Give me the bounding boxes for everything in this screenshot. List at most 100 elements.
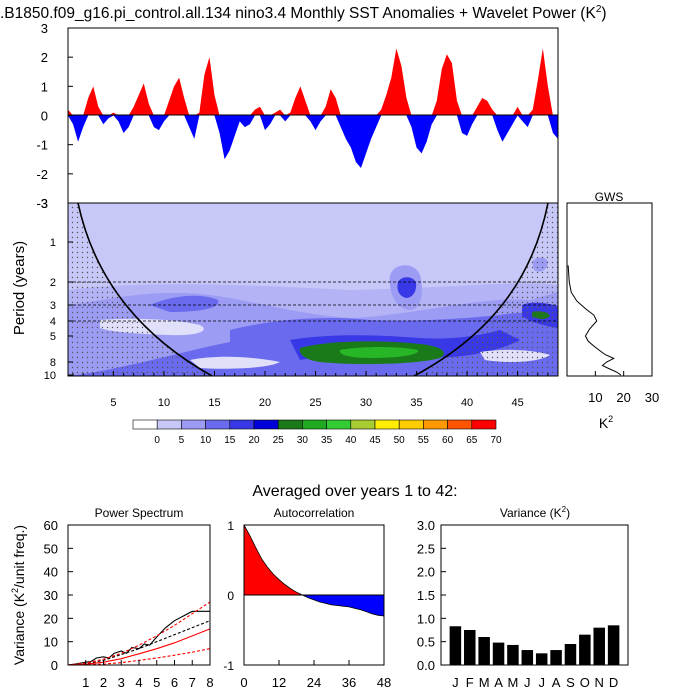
- power-spectrum-x-tick-label: 5: [153, 675, 160, 690]
- variance-y-tick-label: 3.0: [417, 518, 435, 533]
- colorbar-tick-label: 45: [369, 435, 381, 446]
- anomaly-negative-area: [68, 115, 558, 168]
- cone-of-influence-left: [68, 203, 212, 376]
- wavelet-blob-mid-core: [397, 277, 417, 298]
- autocorrelation-x-tick-label: 48: [377, 675, 391, 690]
- autocorrelation-positive-area: [244, 525, 384, 595]
- variance-x-tick-label: M: [479, 675, 490, 690]
- wavelet-level-6: [339, 347, 419, 358]
- variance-bar: [535, 653, 548, 665]
- colorbar-swatch: [447, 419, 473, 430]
- variance-bar: [449, 626, 462, 665]
- colorbar-swatch: [302, 419, 327, 430]
- colorbar-swatch: [205, 419, 231, 430]
- autocorrelation-title: Autocorrelation: [274, 506, 355, 520]
- colorbar-swatch: [423, 419, 448, 430]
- variance-x-tick-label: S: [566, 675, 575, 690]
- colorbar-tick-label: 5: [179, 435, 185, 446]
- wavelet-blob-upper: [150, 295, 219, 312]
- wavelet-y-tick-label: 5: [50, 331, 56, 343]
- colorbar-tick-label: 65: [466, 435, 478, 446]
- averaged-subtitle: Averaged over years 1 to 42:: [252, 483, 457, 500]
- autocorrelation-y-tick-label: 0: [227, 589, 234, 603]
- variance-bar: [579, 634, 591, 665]
- autocorrelation-x-tick-label: 0: [240, 675, 247, 690]
- variance-y-tick-label: 2.5: [417, 541, 435, 556]
- colorbar-swatch: [471, 419, 497, 430]
- autocorrelation-x-tick-label: 24: [307, 675, 321, 690]
- anomaly-y-tick-label: -1: [36, 138, 48, 153]
- power-spectrum-x-tick-label: 2: [100, 675, 107, 690]
- power-spectrum-panel: Power Spectrum 0 10 20 30 40 50 60 1 2 3 4 5 6 7 8 Var…: [10, 506, 214, 690]
- colorbar-tick-label: 70: [490, 435, 502, 446]
- colorbar-tick-label: 10: [200, 435, 212, 446]
- colorbar-tick-label: 55: [418, 435, 430, 446]
- variance-y-tick-label: 0.0: [417, 658, 435, 673]
- variance-panel: Variance (K2) 0.00.51.01.52.02.53.0J F M A M…: [417, 505, 629, 690]
- anomaly-y-tick-label: 1: [41, 79, 48, 94]
- colorbar-tick-label: 50: [394, 435, 406, 446]
- power-spectrum-y-axis-label: Variance (K2/unit freq.): [10, 525, 27, 665]
- cone-of-influence-left-line: [77, 203, 213, 376]
- cone-of-influence-right: [414, 203, 558, 376]
- wavelet-x-tick-label: 40: [461, 397, 473, 409]
- gws-title: GWS: [595, 190, 624, 204]
- anomaly-positive-area: [68, 48, 558, 116]
- wavelet-y-tick-label: 10: [44, 370, 56, 382]
- power-spectrum-x-tick-label: 1: [82, 675, 89, 690]
- power-spectrum-x-tick-label: 4: [135, 675, 142, 690]
- variance-x-tick-label: J: [452, 675, 459, 690]
- autocorrelation-x-tick-label: 36: [342, 675, 356, 690]
- wavelet-x-tick-label: 10: [158, 397, 170, 409]
- wavelet-x-tick-label: 25: [309, 397, 321, 409]
- gws-line: [567, 265, 622, 376]
- wavelet-x-tick-label: 5: [110, 397, 116, 409]
- gws-panel: GWS 10 20 30 K2: [566, 190, 659, 431]
- anomaly-y-tick-label: 0: [41, 109, 48, 124]
- colorbar-swatch: [374, 419, 400, 430]
- anomaly-y-tick-label: 3: [41, 21, 48, 36]
- colorbar-swatch: [398, 419, 424, 430]
- colorbar-swatch: [326, 419, 352, 430]
- colorbar-swatch: [156, 419, 182, 430]
- wavelet-x-tick-label: 15: [208, 397, 220, 409]
- anomaly-y-tick-label: -2: [36, 167, 48, 182]
- power-spectrum-y-tick-label: 50: [44, 541, 58, 556]
- power-spectrum-y-tick-label: 60: [44, 518, 58, 533]
- power-spectrum-y-tick-label: 10: [44, 635, 58, 650]
- colorbar-swatch: [350, 419, 376, 430]
- gws-x-tick-label: 10: [588, 390, 602, 405]
- colorbar-swatch: [277, 419, 303, 430]
- power-spectrum-series-line: [67, 610, 210, 666]
- colorbar-tick-label: 35: [321, 435, 333, 446]
- power-spectrum-x-tick-label: 7: [189, 675, 196, 690]
- wavelet-light-lower-left: [190, 356, 280, 369]
- variance-bar: [464, 630, 476, 665]
- wavelet-y-tick-label: 3: [50, 300, 56, 312]
- wavelet-x-tick-label: 20: [259, 397, 271, 409]
- colorbar-tick-label: 40: [345, 435, 357, 446]
- colorbar-tick-label: 60: [442, 435, 454, 446]
- gws-x-axis-label: K2: [599, 414, 613, 431]
- wavelet-top-boundary-label: -3: [36, 196, 48, 211]
- autocorrelation-x-tick-label: 12: [272, 675, 286, 690]
- colorbar-tick-label: 20: [248, 435, 260, 446]
- power-spectrum-series-line: [67, 601, 211, 666]
- colorbar-tick-label: 30: [297, 435, 309, 446]
- main-title: .B1850.f09_g16.pi_control.all.134 nino3.…: [0, 4, 607, 22]
- power-spectrum-x-tick-label: 6: [171, 675, 178, 690]
- colorbar-swatch: [132, 419, 158, 430]
- variance-y-tick-label: 2.0: [417, 565, 435, 580]
- gws-x-tick-label: 20: [616, 390, 630, 405]
- autocorrelation-y-tick-label: -1: [223, 659, 234, 673]
- variance-y-tick-label: 0.5: [417, 635, 435, 650]
- variance-y-tick-label: 1.5: [417, 588, 435, 603]
- power-spectrum-frame: [67, 524, 211, 666]
- gws-x-tick-label: 30: [645, 390, 659, 405]
- autocorrelation-negative-area: [244, 595, 384, 616]
- power-spectrum-series-line: [67, 628, 211, 666]
- variance-y-tick-label: 1.0: [417, 611, 435, 626]
- power-spectrum-y-tick-label: 40: [44, 565, 58, 580]
